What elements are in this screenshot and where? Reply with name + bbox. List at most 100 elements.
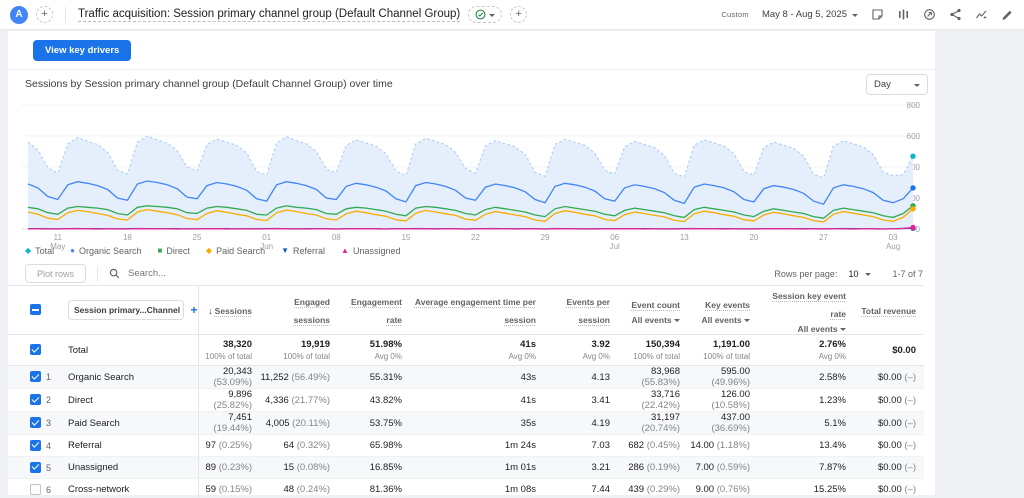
controls-divider <box>97 265 99 282</box>
column-header[interactable]: ↓ Sessions <box>198 285 260 335</box>
column-header[interactable]: Total revenue <box>854 285 924 335</box>
granularity-select[interactable]: Day <box>866 74 928 95</box>
app-header: A + Traffic acquisition: Session primary… <box>0 0 1024 30</box>
svg-text:25: 25 <box>193 233 202 242</box>
legend-item[interactable]: ◆ Paid Search <box>206 246 265 256</box>
insights-icon[interactable] <box>923 8 936 21</box>
column-filter-dropdown[interactable]: All events <box>758 324 846 334</box>
row-checkbox[interactable] <box>30 417 41 429</box>
column-header[interactable]: Session key event rate All events <box>758 285 854 335</box>
svg-text:15: 15 <box>401 233 410 242</box>
chevron-down-icon <box>914 83 920 90</box>
legend-item[interactable]: ▼ Referral <box>281 246 325 256</box>
legend-marker: ▼ <box>281 246 290 255</box>
search-icon <box>109 268 120 279</box>
column-header[interactable]: Average engagement time per session <box>410 285 544 335</box>
column-filter-dropdown[interactable]: All events <box>618 315 680 325</box>
svg-text:Jun: Jun <box>260 242 273 251</box>
totals-row: Total 38,320 100% of total 19,919 100% of to… <box>8 334 924 366</box>
column-header[interactable]: Event count All events <box>618 285 688 335</box>
table-row[interactable]: 2 Direct 9,896 (25.82%) 4,336 (21.77%) 43.82… <box>8 388 924 412</box>
svg-text:11: 11 <box>54 233 63 242</box>
svg-text:Jul: Jul <box>610 242 620 251</box>
legend-item[interactable]: ◆ Total <box>25 246 54 256</box>
note-icon[interactable] <box>871 8 884 21</box>
column-header[interactable]: Engagement rate <box>338 285 410 335</box>
report-card: View key drivers Sessions by Session pri… <box>8 31 935 498</box>
add-tab-button[interactable]: + <box>36 6 53 23</box>
channel-name: Paid Search <box>68 411 199 435</box>
sparkline-icon[interactable] <box>975 8 988 21</box>
row-checkbox[interactable] <box>30 394 41 406</box>
channel-name: Referral <box>68 434 199 457</box>
column-filter-dropdown[interactable]: All events <box>688 315 750 325</box>
table-row[interactable]: 1 Organic Search 20,343 (53.09%) 11,252 (56… <box>8 365 924 389</box>
legend-item[interactable]: ■ Direct <box>158 246 190 256</box>
row-checkbox[interactable] <box>30 483 41 495</box>
legend-item[interactable]: ▲ Unassigned <box>341 246 400 256</box>
report-title[interactable]: Traffic acquisition: Session primary cha… <box>78 7 461 22</box>
row-checkbox[interactable] <box>30 439 41 451</box>
view-key-drivers-button[interactable]: View key drivers <box>33 40 132 61</box>
table-row[interactable]: 6 Cross-network 59 (0.15%) 48 (0.24%) 81.36%… <box>8 478 924 498</box>
svg-text:18: 18 <box>123 233 132 242</box>
svg-text:01: 01 <box>262 233 271 242</box>
analytics-avatar[interactable]: A <box>10 5 28 24</box>
legend-marker: ◆ <box>205 246 213 255</box>
search-input[interactable] <box>126 267 271 280</box>
share-icon[interactable] <box>949 8 962 21</box>
add-dimension-button[interactable]: + <box>190 303 198 317</box>
svg-text:03: 03 <box>889 233 898 242</box>
legend-marker: ● <box>70 246 76 255</box>
chart-title: Sessions by Session primary channel grou… <box>25 78 393 90</box>
row-checkbox[interactable] <box>30 371 41 383</box>
legend-label: Total <box>35 246 55 256</box>
comparison-icon[interactable] <box>897 8 910 21</box>
rows-per-page-select[interactable]: 10 <box>848 268 859 279</box>
column-header[interactable]: Events per session <box>544 285 618 335</box>
header-divider <box>65 6 66 23</box>
table-row[interactable]: 5 Unassigned 89 (0.23%) 15 (0.08%) 16.85% 1m … <box>8 456 924 479</box>
channel-name: Direct <box>68 388 199 412</box>
date-range-text: May 8 - Aug 5, 2025 <box>761 9 847 20</box>
table-row[interactable]: 3 Paid Search 7,451 (19.44%) 4,005 (20.11%)… <box>8 411 924 435</box>
svg-text:29: 29 <box>541 233 550 242</box>
select-all-checkbox[interactable] <box>30 304 41 316</box>
svg-text:Aug: Aug <box>886 242 900 251</box>
svg-text:06: 06 <box>610 233 619 242</box>
date-preset-label: Custom <box>721 10 749 19</box>
dimension-dropdown[interactable]: Session primary...Channel Group) <box>68 300 185 320</box>
channel-name: Cross-network <box>68 478 199 498</box>
column-header[interactable]: Engaged sessions <box>260 285 338 335</box>
table-search[interactable] <box>109 267 271 280</box>
svg-text:800: 800 <box>907 101 921 110</box>
edit-icon[interactable] <box>1001 8 1014 21</box>
legend-label: Organic Search <box>79 246 142 256</box>
chevron-down-icon <box>489 13 496 20</box>
row-checkbox[interactable] <box>30 461 41 473</box>
sessions-chart-area: 800 600 400 200 0 11 May 18 25 01 Jun 08 15 22 29 06 Jul… <box>8 101 935 253</box>
row-checkbox[interactable] <box>30 344 41 356</box>
svg-text:200: 200 <box>907 194 921 203</box>
chevron-down-icon <box>852 13 858 20</box>
chevron-down-icon[interactable] <box>865 272 872 279</box>
saved-status-badge[interactable] <box>468 6 503 23</box>
sort-descending-icon: ↓ <box>208 306 213 316</box>
legend-label: Direct <box>166 246 190 256</box>
date-range-picker[interactable]: May 8 - Aug 5, 2025 <box>762 9 858 20</box>
chart-legend: ◆ Total ● Organic Search ■ Direct ◆ Paid Search… <box>25 246 400 256</box>
granularity-value: Day <box>874 79 891 90</box>
channels-table-wrap: Session primary...Channel Group) + ↓Sess… <box>8 285 935 498</box>
channels-table: Session primary...Channel Group) + ↓Sess… <box>8 285 924 498</box>
legend-label: Unassigned <box>352 246 401 256</box>
legend-label: Paid Search <box>216 246 266 256</box>
check-circle-icon <box>475 9 486 20</box>
channel-name: Organic Search <box>68 365 199 389</box>
table-row[interactable]: 4 Referral 97 (0.25%) 64 (0.32%) 65.98% 1m 24… <box>8 434 924 457</box>
legend-item[interactable]: ● Organic Search <box>70 246 141 256</box>
svg-text:0: 0 <box>916 225 921 234</box>
column-header[interactable]: Key events All events <box>688 285 758 335</box>
plot-rows-button[interactable]: Plot rows <box>25 264 87 283</box>
add-report-button[interactable]: + <box>510 6 528 23</box>
